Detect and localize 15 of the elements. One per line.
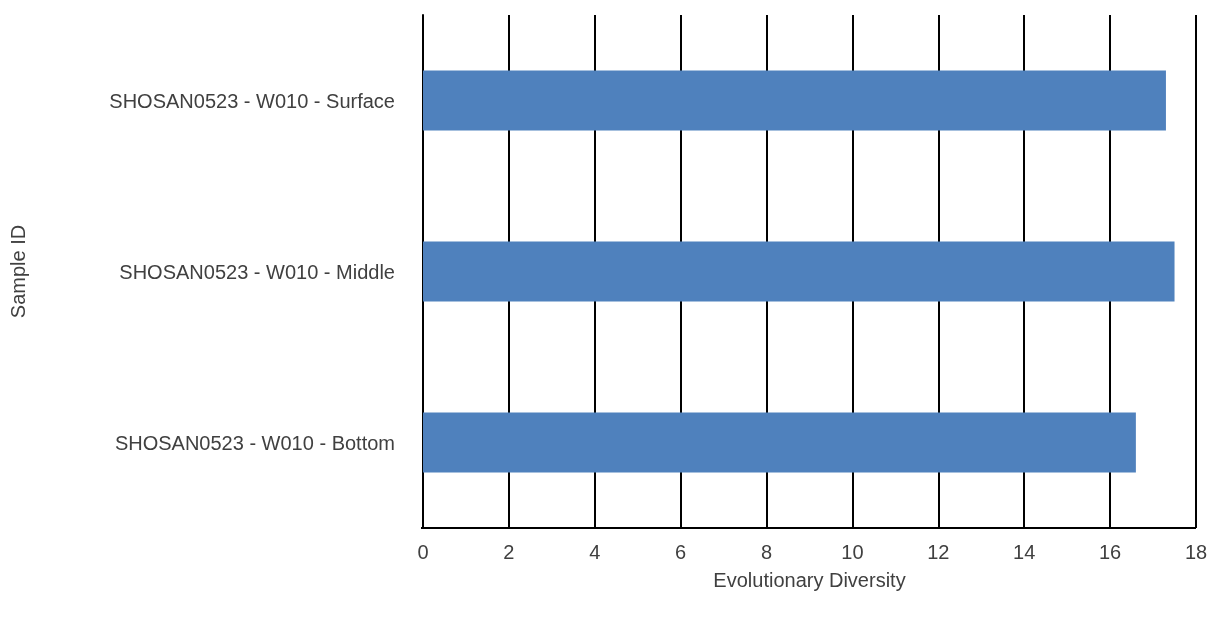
x-tick-label: 14 <box>1013 541 1036 563</box>
x-tick-label: 4 <box>589 541 601 563</box>
x-tick-label: 8 <box>760 541 773 563</box>
y-axis-title: Sample ID <box>7 224 29 319</box>
y-tick-label: SHOSAN0523 - W010 - Bottom <box>114 431 395 454</box>
y-tick-label: SHOSAN0523 - W010 - Surface <box>109 89 395 112</box>
y-tick-label: SHOSAN0523 - W010 - Middle <box>119 260 395 283</box>
x-tick-label: 2 <box>503 541 515 563</box>
x-axis-title: Evolutionary Diversity <box>713 569 906 591</box>
x-tick-label: 12 <box>927 541 950 563</box>
x-tick-label: 18 <box>1184 541 1208 563</box>
x-tick-label: 16 <box>1098 541 1122 563</box>
x-tick-label: 10 <box>841 541 864 563</box>
x-tick-label: 6 <box>675 541 687 563</box>
x-tick-label: 0 <box>417 541 429 563</box>
